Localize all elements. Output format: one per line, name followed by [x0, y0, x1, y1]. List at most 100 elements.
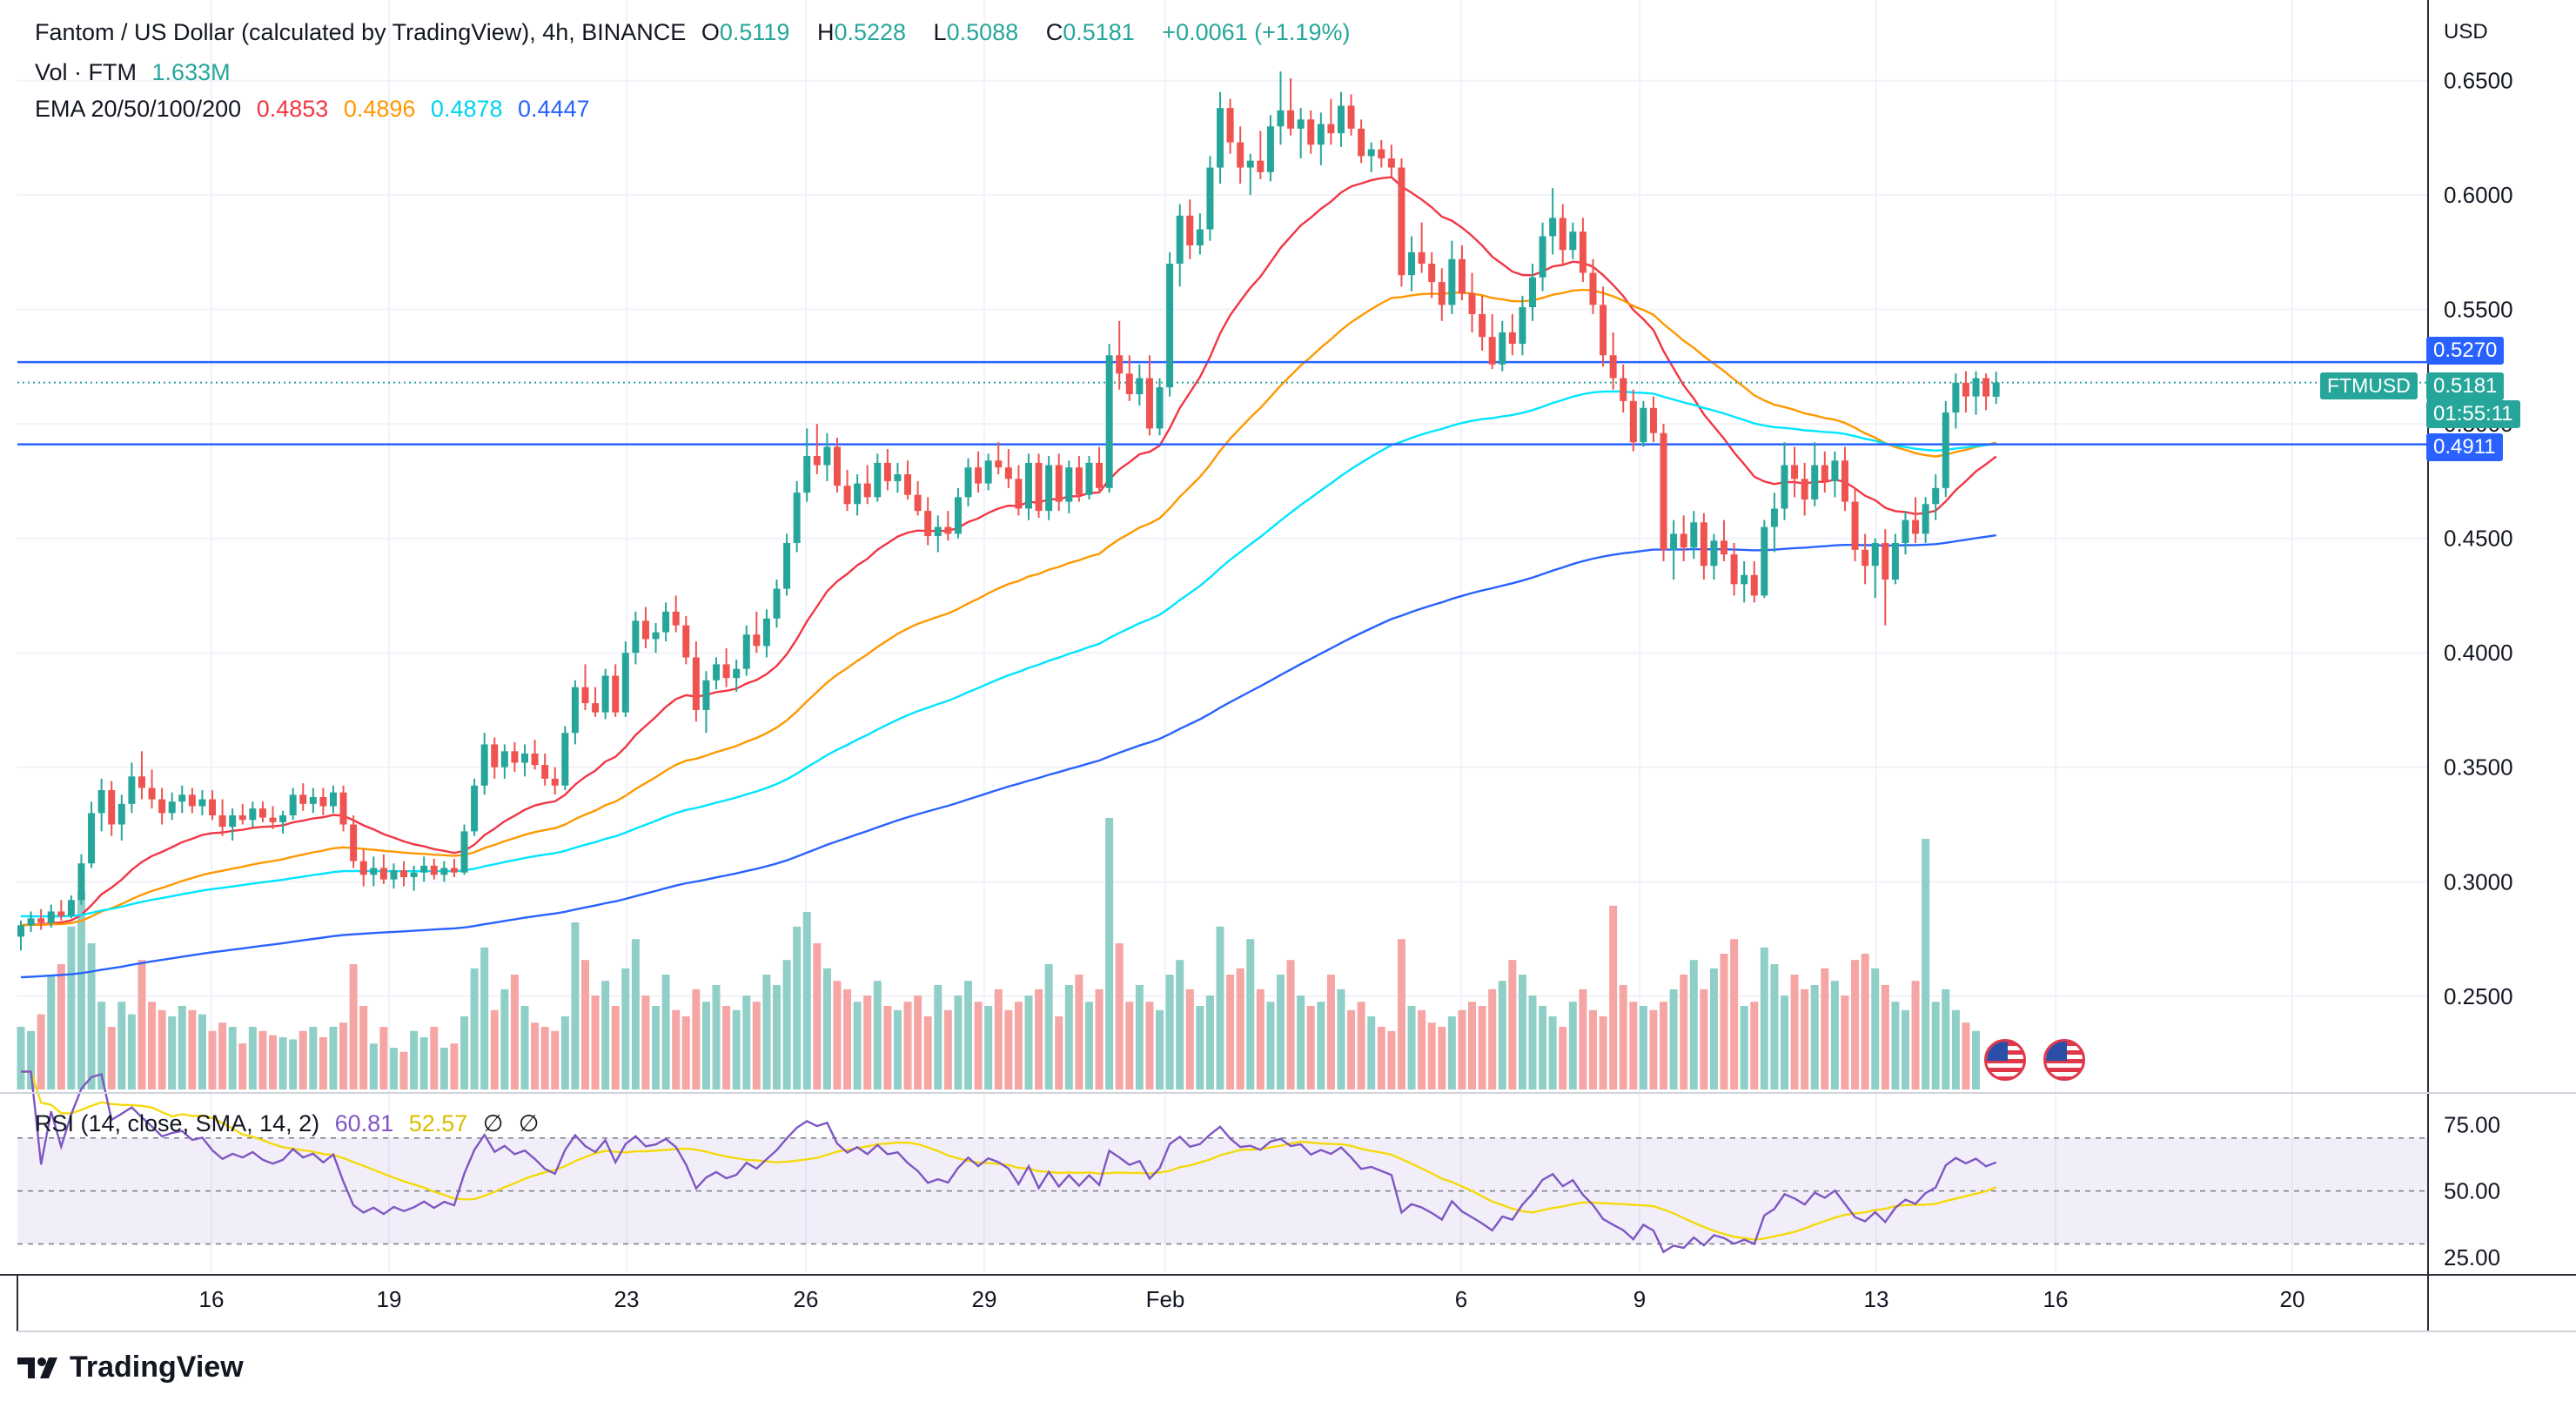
volume-bar: [701, 1002, 710, 1089]
volume-bar: [1297, 995, 1305, 1089]
candle: [713, 657, 721, 690]
candle: [198, 790, 206, 815]
candle-body: [883, 462, 891, 481]
candle: [1387, 144, 1395, 178]
candle-body: [1529, 277, 1536, 308]
volume-bar: [278, 1037, 287, 1089]
candle: [521, 744, 528, 777]
candle: [1982, 373, 1990, 411]
candle: [1811, 442, 1819, 506]
candle: [1499, 320, 1506, 372]
time-tick-label: 6: [1455, 1286, 1467, 1312]
candle: [339, 785, 347, 832]
candle-body: [1770, 508, 1778, 527]
volume-bar: [1962, 1022, 1970, 1089]
candle-body: [975, 467, 983, 484]
candle: [209, 790, 217, 821]
candle-body: [1448, 258, 1456, 305]
candle: [1569, 222, 1577, 259]
volume-bar: [339, 1022, 348, 1089]
candle-body: [430, 865, 438, 875]
tradingview-logo[interactable]: TradingView: [17, 1351, 244, 1384]
volume-bar: [1629, 1002, 1638, 1089]
candle-body: [1125, 373, 1133, 394]
candle: [329, 785, 337, 814]
volume-bar: [1579, 989, 1587, 1089]
volume-bar: [1781, 995, 1788, 1089]
candle: [1690, 511, 1698, 560]
candle-body: [1085, 462, 1093, 495]
candle: [1277, 71, 1285, 145]
volume-bar: [1156, 1009, 1164, 1089]
volume-bar: [782, 960, 791, 1089]
volume-bar: [1337, 989, 1345, 1089]
candle: [218, 799, 226, 836]
candle-body: [460, 831, 468, 873]
candle-body: [289, 794, 297, 815]
candle: [1458, 245, 1466, 301]
candle: [803, 428, 811, 502]
ema50-value: 0.4896: [343, 96, 416, 122]
candle-body: [934, 526, 942, 537]
candle: [430, 858, 438, 880]
us-flag-event-icon[interactable]: [1984, 1039, 2026, 1081]
candle: [249, 801, 257, 828]
volume-bar: [158, 1009, 166, 1089]
current-price-label: 0.5181: [2426, 372, 2505, 400]
candle: [1136, 364, 1144, 406]
candle-body: [1015, 479, 1023, 509]
volume-bar: [319, 1037, 327, 1089]
candle-body: [370, 868, 378, 875]
candle: [581, 664, 589, 710]
rsi-tick-label: 50.00: [2444, 1178, 2500, 1204]
candle-body: [641, 620, 649, 640]
candle: [471, 778, 479, 836]
volume-bar: [138, 960, 146, 1089]
candle-body: [1055, 465, 1063, 502]
candle: [995, 442, 1003, 475]
volume-bar: [379, 1027, 388, 1089]
candle-body: [1196, 229, 1204, 245]
candle: [1549, 188, 1557, 255]
candle-body: [500, 751, 508, 768]
candle-body: [249, 808, 257, 821]
price-tick-label: 0.4000: [2444, 640, 2513, 666]
candle-body: [621, 653, 629, 713]
volume-bar: [208, 1030, 217, 1089]
volume-bar: [1821, 968, 1829, 1089]
volume-bar: [299, 1030, 307, 1089]
candle-body: [511, 751, 519, 763]
candle: [1952, 373, 1960, 429]
volume-bar: [87, 943, 96, 1089]
price-tick-label: 0.6500: [2444, 68, 2513, 94]
candle: [88, 801, 96, 868]
candle-body: [440, 868, 448, 875]
candle: [1508, 313, 1516, 356]
volume-bar: [641, 995, 650, 1089]
candle: [1004, 449, 1012, 488]
candle: [1226, 98, 1234, 154]
volume-bar: [228, 1027, 237, 1089]
candle-body: [551, 778, 559, 786]
candle-body: [359, 861, 367, 875]
volume-bar: [1830, 981, 1839, 1089]
volume-bar: [621, 968, 630, 1089]
volume-bar: [1145, 1002, 1154, 1089]
volume-bar: [470, 968, 479, 1089]
candle: [1841, 446, 1848, 512]
candle: [1317, 112, 1325, 165]
volume-bar: [1165, 975, 1174, 1089]
us-flag-event-icon[interactable]: [2043, 1039, 2085, 1081]
volume-bar: [1044, 964, 1053, 1089]
volume-bar: [1014, 1002, 1023, 1089]
candle: [793, 480, 801, 553]
time-tick-label: 16: [199, 1286, 225, 1312]
price-tick-label: 0.3500: [2444, 754, 2513, 781]
volume-bar: [178, 1006, 186, 1089]
volume-bar: [399, 1051, 408, 1089]
volume-bar: [1881, 985, 1889, 1089]
volume-bar: [1407, 1006, 1416, 1089]
candle-body: [209, 799, 217, 815]
candle-body: [299, 794, 307, 804]
